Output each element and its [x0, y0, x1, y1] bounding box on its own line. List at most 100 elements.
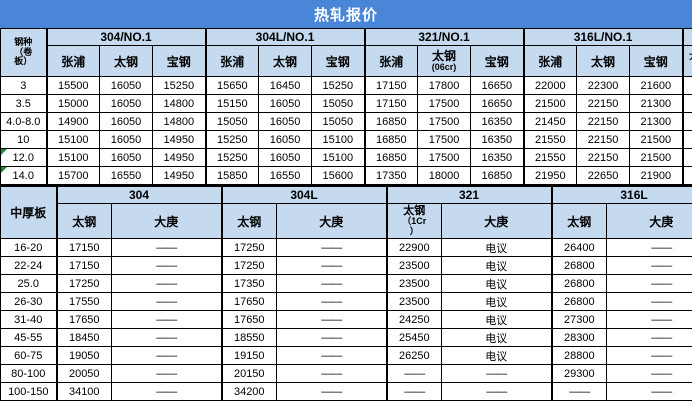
coil-cell: 15250 — [205, 148, 260, 167]
plate-group-321: 321 — [386, 185, 553, 204]
plate-row-label: 16-20 — [0, 238, 58, 257]
coil-row-label: 3.5 — [0, 94, 48, 113]
plate-cell: 17250 — [221, 238, 277, 257]
plate-cell: 20050 — [56, 364, 112, 383]
plate-cell: 电议 — [441, 238, 553, 257]
coil-cell: 17800 — [417, 76, 472, 95]
coil-cell: 15100 — [46, 130, 100, 149]
coil-cell: 电议 — [682, 166, 692, 185]
plate-sub-321-taigang-line2: （1Cr — [402, 216, 427, 227]
plate-price-table: 中厚板 304 304L 321 316L 310S 太钢 大庚 太钢 大庚 太… — [0, 185, 692, 401]
coil-cell: 电议 — [682, 130, 692, 149]
coil-cell: 15000 — [46, 94, 100, 113]
coil-cell: 15150 — [205, 94, 260, 113]
coil-cell: 电议 — [682, 112, 692, 131]
plate-corner-header: 中厚板 — [0, 185, 58, 239]
coil-cell: 电议 — [682, 94, 692, 113]
coil-cell: 16050 — [258, 130, 313, 149]
coil-cell: 16850 — [364, 148, 419, 167]
coil-row-label-text: 12.0 — [12, 151, 34, 164]
coil-cell: 15050 — [205, 112, 260, 131]
plate-cell: —— — [111, 382, 223, 401]
coil-cell: 22150 — [576, 130, 631, 149]
plate-cell: 28800 — [551, 346, 608, 365]
coil-row-label: 12.0 — [0, 148, 48, 167]
table-row: 3 15500 16050 15250 15650 16450 15250 17150 1780… — [0, 76, 692, 95]
coil-cell: 22650 — [576, 166, 631, 185]
plate-cell: 19150 — [221, 346, 277, 365]
plate-cell: —— — [606, 328, 692, 347]
plate-cell: —— — [441, 382, 553, 401]
coil-cell: 17500 — [417, 130, 472, 149]
coil-cell: 16350 — [470, 130, 525, 149]
coil-cell: 15250 — [311, 76, 366, 95]
coil-sub-309S: 太钢/张浦/ 南非 — [682, 45, 692, 77]
plate-cell: 17350 — [221, 274, 277, 293]
plate-sub-321-taigang-line1: 太钢 — [403, 204, 426, 217]
coil-cell: 15650 — [205, 76, 260, 95]
coil-sub-321-taigang-line2: (06cr) — [431, 61, 457, 72]
coil-table-head: 钢种 （卷 板） 304/NO.1 304L/NO.1 321/NO.1 316… — [0, 28, 692, 77]
plate-cell: 17650 — [221, 310, 277, 329]
plate-sub-304-dageng: 大庚 — [111, 203, 223, 239]
coil-cell: 16850 — [470, 166, 525, 185]
coil-row-label: 4.0-8.0 — [0, 112, 48, 131]
coil-cell: 17150 — [364, 76, 419, 95]
coil-cell: 15700 — [46, 166, 100, 185]
plate-cell: —— — [386, 382, 443, 401]
coil-sub-316L-zhangpu: 张浦 — [523, 45, 578, 77]
coil-cell: 15250 — [205, 130, 260, 149]
plate-cell: 电议 — [441, 310, 553, 329]
plate-sub-304L-dageng: 大庚 — [275, 203, 388, 239]
coil-cell: 17500 — [417, 94, 472, 113]
coil-cell: 21550 — [523, 130, 578, 149]
plate-group-304: 304 — [56, 185, 223, 204]
coil-cell: 电议 — [682, 148, 692, 167]
plate-cell: 电议 — [441, 346, 553, 365]
plate-cell: 25450 — [386, 328, 443, 347]
plate-cell: 20150 — [221, 364, 277, 383]
plate-cell: —— — [111, 364, 223, 383]
plate-table-body: 16-2017150——17250——22900电议26400——电议22-24… — [0, 238, 692, 401]
plate-cell: 24250 — [386, 310, 443, 329]
coil-cell: 14950 — [151, 130, 207, 149]
plate-cell: —— — [275, 364, 388, 383]
plate-cell: 17250 — [221, 256, 277, 275]
coil-row-label: 14.0 — [0, 166, 48, 185]
plate-cell: 26800 — [551, 274, 608, 293]
plate-cell: —— — [606, 256, 692, 275]
coil-table-body: 3 15500 16050 15250 15650 16450 15250 17150 1780… — [0, 76, 692, 185]
plate-cell: —— — [606, 346, 692, 365]
coil-cell: 21300 — [629, 112, 684, 131]
coil-cell: 21500 — [629, 148, 684, 167]
coil-cell: 15050 — [311, 112, 366, 131]
coil-cell: 15100 — [46, 148, 100, 167]
coil-cell: 14800 — [151, 112, 207, 131]
coil-sub-304-baogang: 宝钢 — [151, 45, 207, 77]
plate-group-316L: 316L — [551, 185, 692, 204]
coil-cell: 16050 — [99, 94, 153, 113]
coil-corner-line2: （卷 — [14, 46, 33, 57]
table-row: 4.0-8.0 14900 16050 14800 15050 16050 15050 168… — [0, 112, 692, 131]
plate-row-label: 80-100 — [0, 364, 58, 383]
coil-price-table: 钢种 （卷 板） 304/NO.1 304L/NO.1 321/NO.1 316… — [0, 28, 692, 185]
plate-cell: —— — [275, 292, 388, 311]
plate-cell: 电议 — [441, 292, 553, 311]
plate-cell: —— — [111, 310, 223, 329]
coil-sub-321-baogang: 宝钢 — [470, 45, 525, 77]
coil-cell: 22150 — [576, 112, 631, 131]
green-corner-flag-icon — [1, 149, 7, 155]
coil-cell: 16350 — [470, 148, 525, 167]
coil-cell: 22150 — [576, 94, 631, 113]
coil-cell: 16050 — [258, 112, 313, 131]
coil-corner-header: 钢种 （卷 板） — [0, 28, 48, 77]
plate-row-label: 31-40 — [0, 310, 58, 329]
coil-cell: 14950 — [151, 166, 207, 185]
plate-row-label: 45-55 — [0, 328, 58, 347]
page-title: 热轧报价 — [313, 6, 378, 24]
coil-sub-309S-line1: 太钢/张浦/ — [684, 51, 692, 61]
plate-cell: —— — [606, 382, 692, 401]
coil-cell: 21950 — [523, 166, 578, 185]
coil-row-label-text: 3.5 — [15, 97, 31, 110]
coil-cell: 15250 — [151, 76, 207, 95]
